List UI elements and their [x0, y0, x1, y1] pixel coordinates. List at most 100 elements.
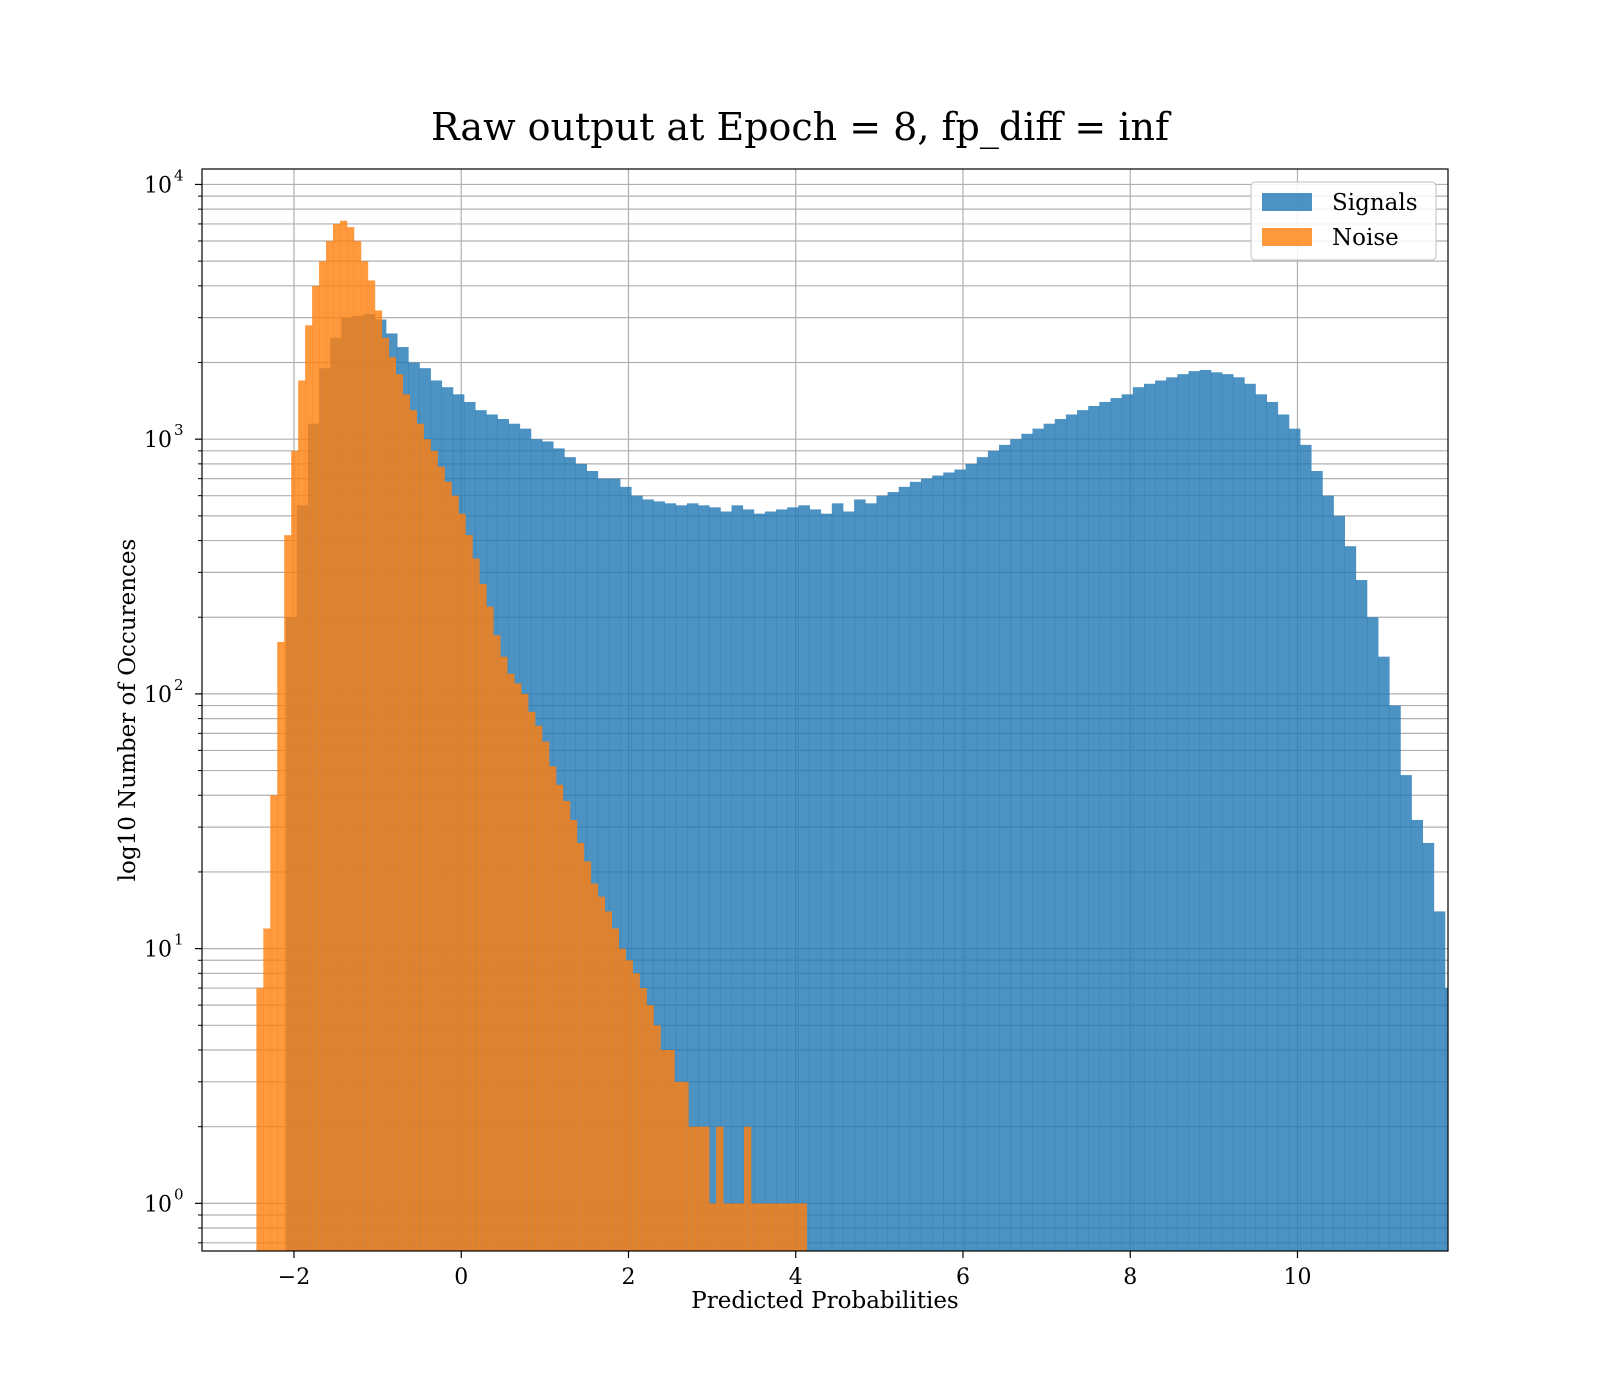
bar-signals — [1333, 515, 1345, 1251]
bar-signals — [586, 471, 599, 1251]
bar-noise — [332, 223, 341, 1251]
bar-noise — [639, 988, 647, 1251]
bar-noise — [792, 1203, 801, 1251]
bar-signals — [1277, 414, 1290, 1251]
bar-noise — [667, 1049, 675, 1251]
bar-signals — [1433, 911, 1446, 1251]
bar-signals — [1143, 383, 1156, 1251]
bar-noise — [472, 558, 480, 1251]
x-tick-label: 6 — [956, 1265, 970, 1290]
bar-noise — [423, 439, 431, 1251]
bar-signals — [865, 503, 877, 1251]
bar-signals — [664, 503, 677, 1251]
bar-noise — [319, 261, 327, 1251]
bar-signals — [608, 478, 621, 1251]
bar-noise — [353, 240, 362, 1251]
y-tick-label: 10 — [144, 428, 172, 453]
x-axis-ticks: −2 0 2 4 6 8 10 — [278, 1251, 1311, 1290]
bar-noise — [521, 693, 529, 1251]
bar-noise — [653, 1025, 661, 1251]
bar-signals — [764, 511, 777, 1251]
bar-noise — [660, 1049, 668, 1251]
bar-signals — [731, 505, 744, 1251]
bar-noise — [381, 337, 390, 1251]
bar-noise — [548, 766, 557, 1251]
bar-noise — [583, 861, 592, 1251]
bar-noise — [562, 800, 571, 1251]
bar-noise — [465, 535, 473, 1251]
bar-signals — [1311, 471, 1323, 1251]
bar-signals — [820, 513, 833, 1251]
x-axis-label: Predicted Probabilities — [691, 1288, 959, 1314]
bar-noise — [312, 285, 320, 1251]
bar-signals — [1088, 405, 1100, 1251]
bar-signals — [1110, 398, 1123, 1251]
bar-signals — [675, 505, 688, 1251]
bar-noise — [674, 1081, 682, 1251]
bar-noise — [388, 357, 397, 1251]
bar-noise — [625, 960, 633, 1251]
bar-noise — [799, 1203, 808, 1251]
bar-signals — [1288, 428, 1301, 1251]
bar-noise — [695, 1126, 703, 1251]
bar-noise — [402, 394, 411, 1251]
bar-noise — [757, 1203, 766, 1251]
x-tick-label: 8 — [1123, 1265, 1137, 1290]
bar-signals — [987, 450, 1000, 1251]
bar-signals — [709, 507, 721, 1251]
bar-signals — [776, 509, 788, 1251]
bar-noise — [339, 220, 348, 1251]
bar-noise — [326, 240, 334, 1251]
bar-noise — [444, 481, 452, 1251]
bar-signals — [976, 457, 989, 1251]
y-tick-exponent: 4 — [174, 166, 184, 184]
bar-noise — [479, 584, 487, 1251]
bar-noise — [256, 988, 264, 1251]
bar-signals — [1155, 380, 1167, 1251]
bar-signals — [854, 499, 866, 1251]
bar-signals — [1010, 439, 1022, 1251]
bar-noise — [576, 842, 585, 1251]
bar-signals — [787, 507, 799, 1251]
y-tick-label: 10 — [144, 1192, 172, 1217]
bar-signals — [620, 486, 632, 1251]
x-tick-label: 4 — [789, 1265, 803, 1290]
bar-signals — [943, 472, 955, 1251]
plot-frame — [201, 168, 1449, 1252]
bar-noise — [785, 1203, 794, 1251]
bar-noise — [534, 725, 543, 1251]
bar-signals — [1300, 444, 1312, 1251]
bar-signals — [1132, 387, 1145, 1251]
bar-noise — [764, 1203, 773, 1251]
bar-noise — [500, 656, 508, 1251]
bar-noise — [437, 466, 445, 1251]
bar-signals — [642, 499, 654, 1251]
legend-swatch-noise — [1262, 228, 1312, 246]
y-tick-label: 10 — [144, 173, 172, 198]
bar-signals — [753, 513, 766, 1251]
bar-signals — [1233, 377, 1245, 1251]
bar-signals — [1032, 428, 1045, 1251]
bar-noise — [486, 606, 494, 1251]
bar-noise — [569, 819, 578, 1251]
bar-signals — [1099, 401, 1111, 1251]
bar-signals — [1255, 394, 1267, 1251]
bar-noise — [346, 227, 355, 1251]
bar-signals — [876, 495, 888, 1251]
bar-signals — [1177, 374, 1189, 1251]
legend: Signals Noise — [1250, 181, 1437, 261]
bar-signals — [1366, 617, 1379, 1251]
bar-signals — [831, 503, 844, 1251]
bar-noise — [263, 928, 271, 1251]
bar-signals — [809, 509, 822, 1251]
bar-signals — [1244, 383, 1256, 1251]
bar-signals — [1166, 377, 1178, 1251]
bar-noise — [541, 741, 550, 1251]
bar-noise — [737, 1203, 745, 1251]
bar-signals — [1210, 372, 1223, 1251]
bar-noise — [277, 641, 285, 1251]
bar-noise — [590, 883, 599, 1251]
bar-signals — [932, 475, 944, 1251]
bar-signals — [1389, 705, 1401, 1251]
